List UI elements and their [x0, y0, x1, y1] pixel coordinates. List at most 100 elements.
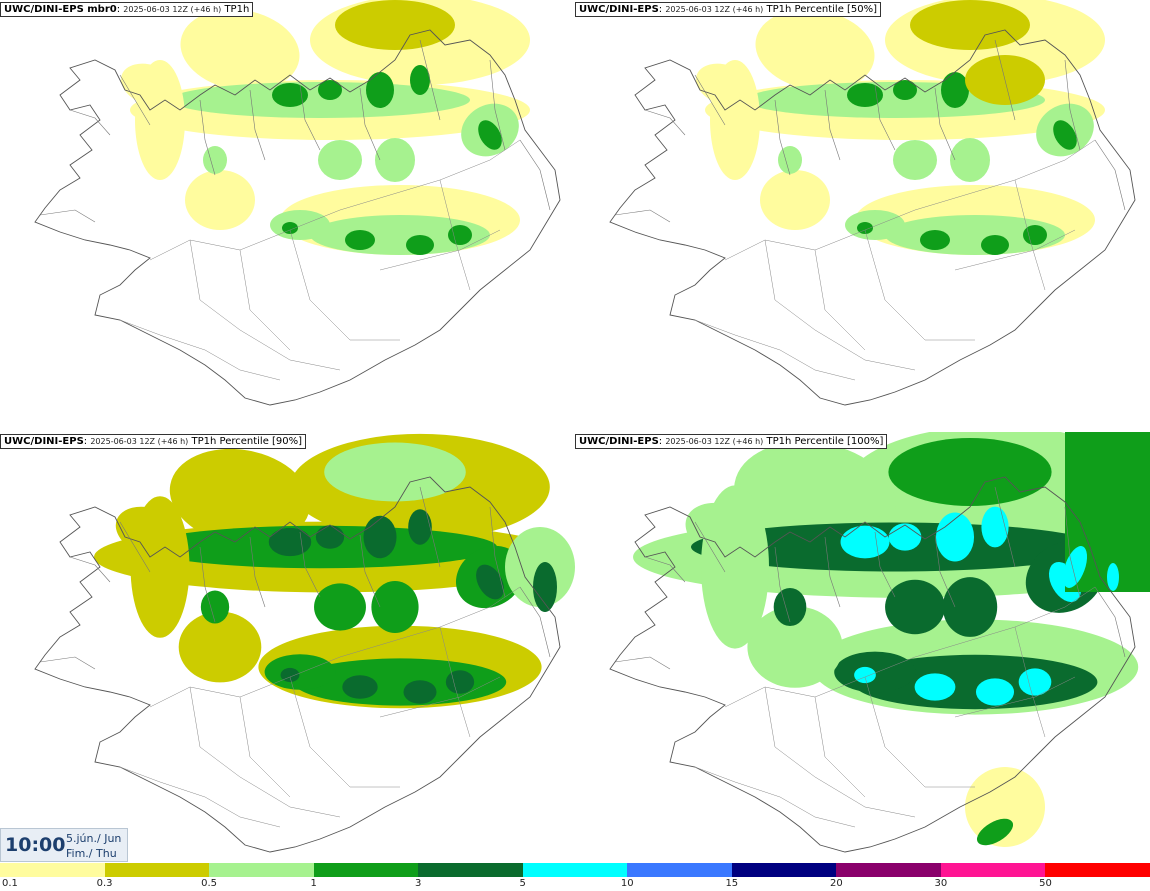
precip-area [965, 767, 1045, 847]
precip-area [773, 587, 807, 627]
model-name: UWC/DINI-EPS [579, 436, 659, 447]
precip-area [888, 523, 922, 551]
map-panel-p90: UWC/DINI-EPS: 2025-06-03 12Z (+46 h) TP1… [0, 432, 575, 862]
fjord-line [39, 656, 96, 670]
legend-tick-label: 20 [829, 878, 843, 889]
precip-area [318, 80, 342, 100]
field-name: TP1h Percentile [50%] [766, 4, 878, 15]
legend-swatch [418, 863, 523, 877]
legend-tick-label: 50 [1039, 878, 1052, 889]
road-line [119, 766, 281, 828]
fjord-line [199, 546, 216, 623]
legend-tick-label: 10 [620, 878, 634, 889]
fjord-line [1094, 139, 1126, 211]
field-name: TP1h Percentile [100%] [766, 436, 884, 447]
precip-area [760, 170, 830, 230]
legend-swatch [0, 863, 105, 877]
map-panel-member0: UWC/DINI-EPS mbr0: 2025-06-03 12Z (+46 h… [0, 0, 575, 428]
fjord-line [359, 87, 381, 161]
precip-area [324, 442, 466, 502]
island-coastline [34, 476, 561, 853]
fjord-line [1094, 586, 1126, 658]
fjord-line [874, 531, 896, 598]
precip-area [406, 235, 434, 255]
legend-tick-label: 0.3 [96, 878, 113, 889]
valid-weekday: Fim./ Thu [66, 847, 117, 860]
road-line [189, 686, 341, 818]
coastline [609, 29, 1136, 406]
legend-tick-label: 5 [519, 878, 526, 889]
fjord-line [774, 99, 791, 176]
run-time: 2025-06-03 12Z (+46 h) [665, 5, 764, 14]
precip-area [533, 562, 557, 612]
fjord-line [934, 87, 956, 161]
coastline [34, 476, 561, 853]
road-line [439, 626, 471, 738]
precip-area [747, 606, 843, 688]
precip-area [268, 527, 312, 557]
road-line [1014, 626, 1046, 738]
precip-map [609, 0, 1136, 406]
fjord-line [994, 39, 1016, 121]
fjord-line [1064, 506, 1081, 598]
legend-tick-label: 15 [725, 878, 739, 889]
precip-area [942, 577, 998, 637]
precip-map [34, 0, 561, 406]
legend-swatch [627, 863, 732, 877]
precip-area [1053, 120, 1077, 150]
coastline [34, 29, 561, 406]
road-line [864, 229, 975, 341]
road-line [189, 239, 341, 371]
road-line [724, 139, 1096, 261]
precip-area [981, 506, 1009, 548]
precip-area [200, 590, 230, 624]
road-line [239, 249, 291, 351]
fjord-line [1064, 59, 1081, 151]
precip-area [885, 579, 945, 635]
precip-area [840, 525, 890, 559]
precip-area [366, 72, 394, 108]
color-legend: 0.1 0.3 0.5 1 3 5 10 15 20 30 50 [0, 862, 1150, 891]
road-line [1014, 179, 1046, 291]
road-line [289, 676, 400, 788]
road-line [239, 696, 291, 798]
precip-area [403, 680, 437, 704]
precip-area [345, 230, 375, 250]
fjord-line [934, 534, 956, 608]
precip-area [408, 509, 432, 545]
precip-area [478, 120, 502, 150]
fjord-line [519, 139, 551, 211]
precip-area [335, 0, 455, 50]
run-time: 2025-06-03 12Z (+46 h) [665, 437, 764, 446]
road-line [814, 696, 866, 798]
precip-area [315, 525, 345, 549]
precip-area [950, 138, 990, 182]
precip-area [476, 564, 504, 600]
road-line [119, 319, 281, 381]
legend-swatch [104, 863, 210, 877]
road-line [724, 586, 1096, 708]
precip-field [965, 432, 1150, 847]
island-coastline [609, 29, 1136, 406]
precip-area [282, 222, 298, 234]
fjord-line [69, 109, 111, 136]
precip-area [448, 225, 472, 245]
precip-area [910, 0, 1030, 50]
map-panel-p100: UWC/DINI-EPS: 2025-06-03 12Z (+46 h) TP1… [575, 432, 1150, 862]
precip-area [914, 673, 956, 701]
model-name: UWC/DINI-EPS mbr0 [4, 4, 117, 15]
precip-area [135, 60, 185, 180]
fjord-line [519, 586, 551, 658]
island-coastline [609, 476, 1136, 853]
fjord-line [644, 556, 686, 583]
legend-tick-label: 0.1 [2, 878, 18, 889]
precip-area [318, 140, 362, 180]
legend-swatch [731, 863, 837, 877]
legend-swatch [522, 863, 628, 877]
precip-area [371, 581, 419, 633]
road-line [149, 139, 521, 261]
precip-area [180, 9, 300, 91]
road-line [954, 676, 1076, 718]
valid-time: 10:00 [5, 834, 66, 856]
